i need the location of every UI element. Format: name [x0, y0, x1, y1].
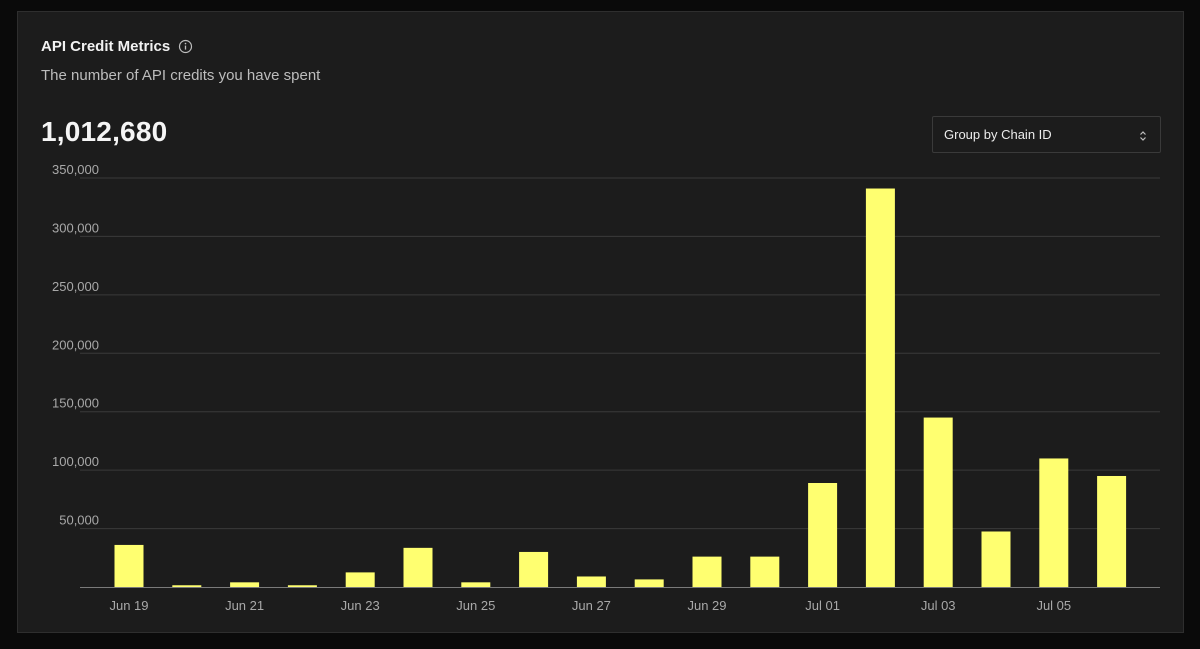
y-tick-label: 300,000	[52, 220, 99, 235]
y-tick-label: 350,000	[52, 162, 99, 177]
card-header: API Credit Metrics	[41, 38, 193, 55]
y-tick-label: 150,000	[52, 396, 99, 411]
group-by-select-value: Group by Chain ID	[944, 127, 1052, 142]
bar-jun-26[interactable]	[519, 551, 549, 587]
info-icon[interactable]	[178, 39, 193, 54]
credits-bar-chart: 50,000 100,000 150,000 200,000 250,000 300,00…	[52, 162, 1160, 613]
x-tick-label: Jun 21	[225, 598, 264, 613]
x-tick-label: Jul 05	[1036, 598, 1071, 613]
bar-jul-06[interactable]	[1097, 475, 1127, 587]
bar-jun-21[interactable]	[230, 582, 260, 587]
bar-jun-25[interactable]	[461, 582, 491, 587]
bar-jul-02[interactable]	[865, 188, 895, 587]
card-title: API Credit Metrics	[41, 38, 171, 55]
bar-jun-28[interactable]	[634, 579, 664, 587]
group-by-select[interactable]: Group by Chain ID	[932, 116, 1161, 153]
bar-jun-22[interactable]	[287, 585, 317, 587]
x-tick-label: Jun 25	[456, 598, 495, 613]
x-tick-label: Jun 27	[572, 598, 611, 613]
x-tick-label: Jun 19	[109, 598, 148, 613]
bar-jun-24[interactable]	[403, 547, 433, 587]
bar-jun-27[interactable]	[576, 576, 606, 587]
x-tick-label: Jul 03	[921, 598, 956, 613]
bar-jun-29[interactable]	[692, 556, 722, 587]
bar-jul-01[interactable]	[808, 482, 838, 587]
x-tick-label: Jul 01	[805, 598, 840, 613]
y-tick-label: 200,000	[52, 337, 99, 352]
card-subtitle: The number of API credits you have spent	[41, 67, 321, 84]
bar-jun-30[interactable]	[750, 556, 780, 587]
y-tick-label: 100,000	[52, 454, 99, 469]
y-tick-label: 250,000	[52, 279, 99, 294]
y-tick-label: 50,000	[59, 513, 99, 528]
total-credits-value: 1,012,680	[41, 116, 168, 147]
bar-jun-19[interactable]	[114, 544, 144, 587]
x-tick-label: Jun 29	[687, 598, 726, 613]
bar-jun-20[interactable]	[172, 585, 202, 587]
api-credit-metrics-card: API Credit Metrics The number of API cre…	[17, 11, 1184, 633]
x-tick-label: Jun 23	[341, 598, 380, 613]
bar-jul-04[interactable]	[981, 531, 1011, 587]
bar-jul-03[interactable]	[923, 417, 953, 587]
chevron-up-down-icon	[1138, 129, 1148, 141]
bar-jul-05[interactable]	[1039, 458, 1069, 587]
bar-jun-23[interactable]	[345, 572, 375, 587]
